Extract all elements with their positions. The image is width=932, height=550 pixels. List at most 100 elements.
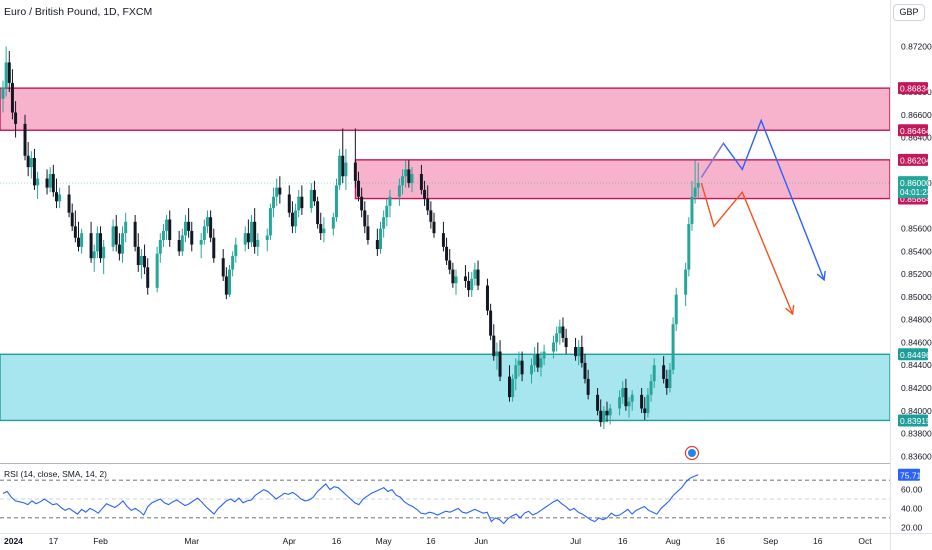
candle-body — [89, 233, 93, 259]
candle-body — [114, 226, 118, 245]
candle-body — [356, 180, 360, 197]
event-marker-dot — [687, 449, 696, 457]
zone-top-price-tag-bg — [898, 348, 928, 361]
candle-body — [558, 326, 562, 334]
candle-body — [608, 408, 612, 416]
candle-body — [652, 365, 656, 382]
time-tick-label: 17 — [49, 536, 59, 546]
candle-body — [256, 240, 260, 247]
rsi-tick-label: 40.00 — [901, 503, 923, 513]
candle-body — [605, 410, 609, 416]
zone-bottom-price-tag: 0.83915 — [900, 416, 931, 426]
candle-body — [451, 269, 455, 284]
candle-body — [485, 285, 489, 311]
candle-body — [221, 258, 225, 277]
candle-body — [316, 201, 320, 225]
candle-body — [385, 205, 389, 218]
candle-body — [202, 226, 206, 240]
candle-body — [36, 178, 40, 186]
candle-body — [419, 173, 423, 190]
zone-top-price-tag: 0.84496 — [900, 350, 931, 360]
candle-body — [7, 62, 11, 83]
candle-body — [498, 351, 502, 377]
candle-body — [297, 196, 301, 211]
candle-body — [473, 269, 477, 279]
candle-body — [180, 235, 184, 252]
rsi-pane: RSI (14, close, SMA, 14, 2) — [0, 463, 932, 534]
candle-body — [95, 233, 99, 252]
price-tick-label: 0.84400 — [901, 360, 932, 370]
candle-body — [665, 378, 669, 388]
candle-body — [463, 276, 467, 281]
candle-body — [265, 235, 269, 240]
candle-body — [224, 276, 228, 295]
candle-body — [48, 173, 52, 188]
candle-body — [379, 228, 383, 250]
candle-body — [300, 196, 304, 209]
time-tick-label: Mar — [184, 536, 199, 546]
candle-body — [124, 221, 128, 234]
candle-body — [312, 189, 316, 202]
price-tick-label: 0.87200 — [901, 41, 932, 51]
candle-body — [26, 155, 30, 168]
zone-bottom-price-tag: 0.85864 — [900, 194, 931, 204]
candle-body — [432, 221, 436, 234]
candle-body — [51, 173, 55, 193]
candle-body — [662, 365, 666, 379]
candle-body — [309, 189, 313, 209]
candles-layer — [1, 46, 700, 429]
projections-layer — [700, 118, 826, 316]
candle-body — [574, 347, 578, 357]
candle-body — [397, 185, 401, 197]
candle-body — [165, 219, 169, 231]
countdown-tag: 04:01:23 — [900, 188, 932, 197]
candle-body — [520, 360, 524, 375]
zone-bottom-price-tag-bg — [898, 414, 928, 427]
candle-body — [29, 158, 33, 168]
candle-body — [401, 176, 405, 186]
price-tick-label: 0.86600 — [901, 110, 932, 120]
candle-body — [363, 210, 367, 227]
zone-bottom-price-tag: 0.86464 — [900, 126, 931, 136]
price-tick-label: 0.85000 — [901, 292, 932, 302]
candle-body — [14, 112, 18, 124]
currency-button[interactable]: GBP — [893, 4, 925, 21]
candle-body — [187, 221, 191, 231]
time-tick-label: Apr — [283, 536, 296, 546]
candle-body — [643, 408, 647, 414]
candle-body — [161, 230, 165, 240]
candle-body — [423, 189, 427, 200]
candle-body — [596, 394, 600, 411]
candle-body — [586, 378, 590, 395]
candle-body — [268, 208, 272, 236]
candle-body — [338, 155, 342, 186]
candle-body — [77, 237, 80, 247]
candle-body — [278, 187, 282, 195]
zone-top-price-tag-bg — [898, 153, 928, 166]
candle-body — [517, 360, 521, 366]
candle-body — [177, 240, 181, 252]
candle-body — [168, 219, 172, 240]
candle-body — [542, 351, 546, 359]
price-tick-label: 0.85600 — [901, 224, 932, 234]
rsi-tick-label: 20.00 — [901, 522, 923, 532]
candle-body — [555, 333, 559, 343]
candle-body — [621, 388, 625, 398]
candle-body — [618, 397, 622, 409]
candle-body — [668, 369, 672, 388]
candle-body — [183, 221, 187, 236]
candle-body — [388, 196, 392, 206]
candle-body — [102, 246, 106, 259]
candle-body — [190, 230, 194, 245]
time-tick-label: 2024 — [4, 536, 23, 546]
candle-body — [133, 221, 137, 247]
candle-body — [319, 224, 323, 234]
candle-body — [294, 210, 298, 227]
candle-body — [630, 394, 634, 402]
supply-zone-0 — [0, 87, 891, 131]
candle-body — [561, 326, 565, 338]
candle-body — [533, 353, 537, 366]
time-tick-label: 16 — [618, 536, 628, 546]
price-tick-label: 0.85200 — [901, 269, 932, 279]
